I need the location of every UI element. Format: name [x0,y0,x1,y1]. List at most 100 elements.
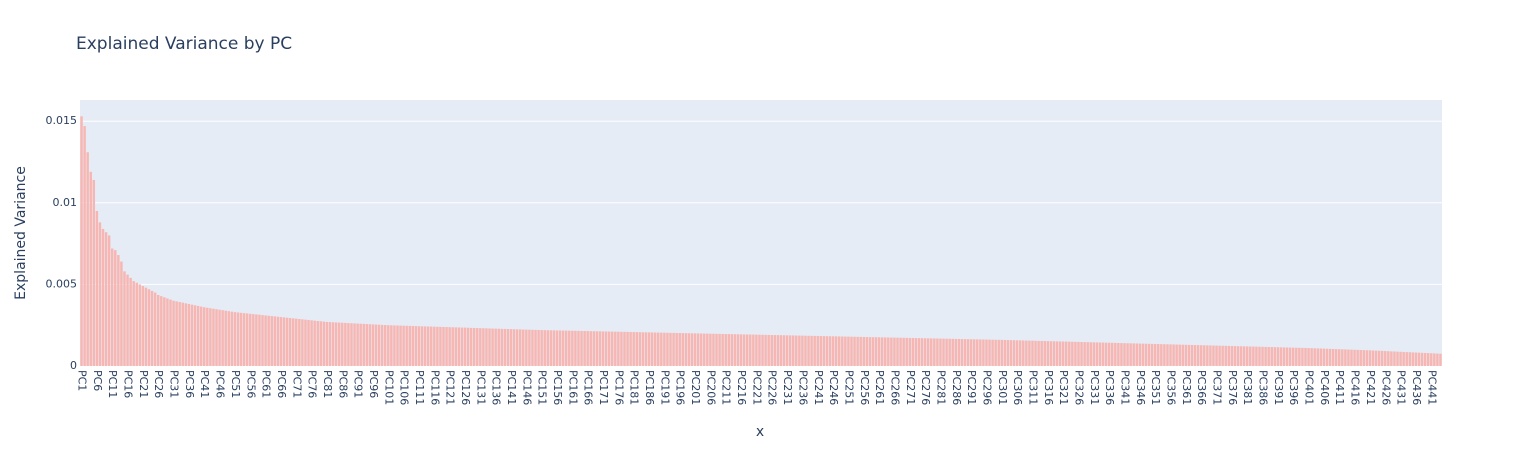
y-tick-label: 0.005 [46,277,78,290]
bar [503,328,507,366]
bar [80,116,83,366]
bar [837,336,841,366]
bar [196,305,200,366]
bar [930,338,933,366]
bar [92,179,96,366]
bar [1172,344,1175,366]
bar [457,327,461,366]
bar [795,335,798,366]
bar [322,321,326,366]
bar [874,337,878,366]
bar [666,332,669,366]
bar [1218,345,1221,366]
bar [337,322,341,366]
bar [1298,347,1301,366]
x-tick-label: PC251 [842,370,855,405]
bar [1061,341,1065,366]
bar [1034,340,1037,366]
bar [752,334,755,366]
bar [1301,347,1304,366]
x-tick-label: PC431 [1395,370,1408,405]
bar [678,333,681,366]
bar [1031,340,1034,366]
bar [1430,353,1433,366]
bar [476,328,479,366]
bar [295,318,298,366]
x-tick-label: PC166 [582,370,595,405]
bar [485,328,488,366]
x-tick-label: PC151 [536,370,549,405]
bar [104,232,108,366]
bar [939,338,942,366]
bar [801,335,804,366]
bar [847,336,850,366]
bar [942,338,945,366]
bar [831,336,835,366]
bar [1242,346,1246,366]
bar [83,126,86,366]
bar [690,333,694,366]
x-tick-label: PC116 [428,370,441,405]
bar [1291,347,1295,366]
bar [715,333,718,366]
bar [144,287,148,366]
bar [242,313,246,366]
x-tick-label: PC371 [1211,370,1224,405]
bar [405,325,408,366]
x-tick-label: PC146 [520,370,533,405]
bar [917,338,921,366]
bar [227,311,231,366]
bar [1227,345,1231,366]
bar [497,328,500,366]
x-tick-label: PC401 [1303,370,1316,405]
bar [914,338,918,366]
bar [1295,347,1298,366]
bar [420,326,424,366]
x-tick-label: PC346 [1134,370,1147,405]
x-tick-label: PC176 [612,370,625,405]
bar [1267,346,1270,366]
x-tick-label: PC441 [1425,370,1438,405]
bar [221,310,224,366]
x-tick-label: PC316 [1042,370,1055,405]
y-axis-title: Explained Variance [13,166,29,300]
bar [1193,345,1197,366]
bar [153,292,157,366]
bar [703,333,706,366]
y-tick-label: 0 [70,359,77,372]
bar [905,337,908,366]
bar [1000,339,1004,366]
bar [632,332,635,366]
bar [368,324,372,366]
bar [383,325,387,366]
bar [1393,351,1396,366]
bar [595,331,599,366]
bar [1040,340,1043,366]
bar [1359,349,1362,366]
bar [267,315,270,366]
x-tick-label: PC241 [812,370,825,405]
bar [439,326,442,366]
bar [534,329,537,366]
bar [798,335,801,366]
x-tick-label: PC136 [490,370,503,405]
bar [1190,344,1194,366]
bar [1347,349,1350,366]
bar [841,336,844,366]
x-tick-label: PC336 [1103,370,1116,405]
bar [552,330,556,366]
x-tick-label: PC121 [444,370,457,405]
bar [1325,348,1329,366]
bar [884,337,887,366]
bar [482,328,485,366]
x-tick-label: PC206 [704,370,717,405]
bar [374,324,378,366]
bar [1377,350,1381,366]
bar [1433,353,1436,366]
bar [334,322,338,366]
bar [1135,343,1139,366]
bar [908,337,912,366]
bar [770,334,773,366]
bar [273,316,277,366]
